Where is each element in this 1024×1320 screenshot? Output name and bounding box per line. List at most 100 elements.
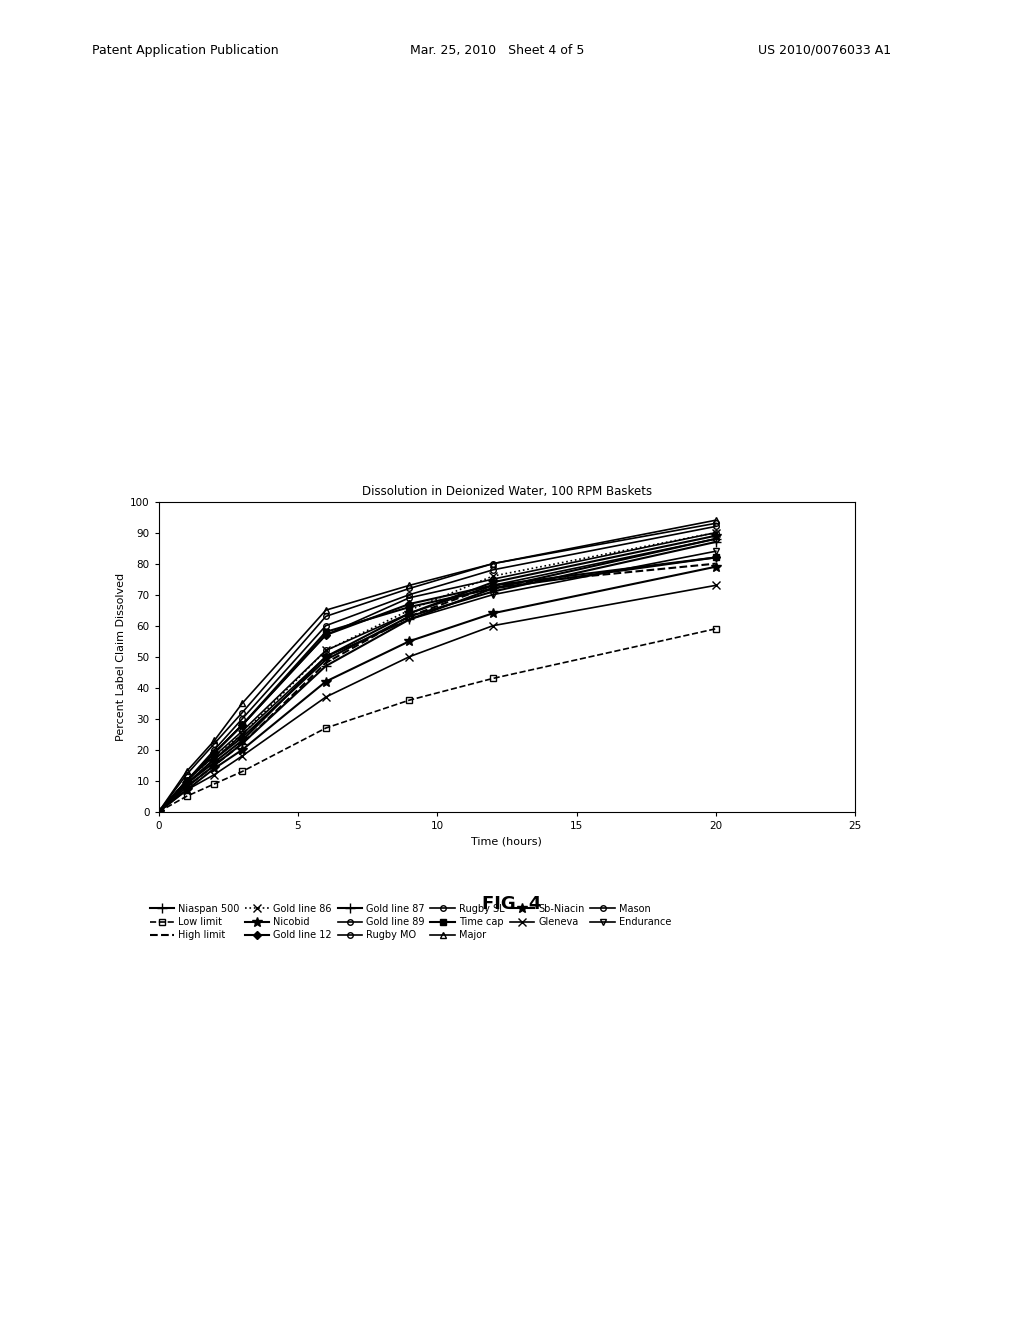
Low limit (486, 671, 499, 686)
Gold line 12 (208, 744, 220, 760)
Nicobid (486, 606, 499, 622)
Gold line 89 (208, 744, 220, 760)
Rugby MO (710, 519, 722, 535)
Line: Low limit: Low limit (156, 626, 719, 814)
Rugby MO (153, 804, 165, 820)
Line: Nicobid: Nicobid (154, 562, 721, 817)
Nicobid (208, 760, 220, 776)
Major (237, 696, 249, 711)
Gold line 86 (208, 748, 220, 764)
Major (403, 577, 416, 593)
Time cap (710, 549, 722, 565)
Rugby SL (237, 705, 249, 721)
Gold line 86 (319, 643, 332, 659)
Time cap (208, 744, 220, 760)
Endurance (319, 649, 332, 665)
Time cap (153, 804, 165, 820)
Gold line 87 (237, 730, 249, 746)
Nicobid (237, 742, 249, 758)
Low limit (153, 804, 165, 820)
Gleneva (208, 767, 220, 783)
Rugby MO (180, 772, 193, 788)
Gold line 86 (153, 804, 165, 820)
Sb-Niacin (208, 754, 220, 770)
Gold line 87 (710, 535, 722, 550)
Low limit (208, 776, 220, 792)
Gold line 86 (710, 524, 722, 541)
Gold line 87 (180, 776, 193, 792)
Niaspan 500 (180, 779, 193, 795)
Gold line 12 (403, 597, 416, 612)
Endurance (237, 726, 249, 742)
Gold line 12 (486, 577, 499, 593)
Niaspan 500 (208, 758, 220, 774)
Time cap (180, 772, 193, 788)
Line: Endurance: Endurance (156, 548, 719, 816)
Rugby MO (237, 710, 249, 726)
Gold line 12 (710, 549, 722, 565)
Niaspan 500 (710, 531, 722, 546)
Niaspan 500 (153, 804, 165, 820)
Text: FIG. 4: FIG. 4 (482, 895, 542, 913)
Gold line 86 (180, 772, 193, 788)
Line: Mason: Mason (156, 536, 719, 814)
Gold line 89 (319, 627, 332, 643)
Y-axis label: Percent Label Claim Dissolved: Percent Label Claim Dissolved (116, 573, 126, 741)
Gold line 87 (208, 751, 220, 767)
Sb-Niacin (710, 528, 722, 544)
Mason (319, 643, 332, 659)
Nicobid (180, 783, 193, 799)
Line: Gold line 12: Gold line 12 (156, 554, 719, 814)
Line: High limit: High limit (159, 564, 716, 812)
High limit (237, 735, 249, 751)
High limit (403, 609, 416, 624)
Gold line 86 (403, 602, 416, 618)
Rugby SL (153, 804, 165, 820)
Nicobid (710, 558, 722, 574)
Time cap (486, 581, 499, 597)
Mason (710, 531, 722, 546)
Endurance (486, 586, 499, 602)
Low limit (710, 620, 722, 636)
Gold line 87 (153, 804, 165, 820)
Major (180, 763, 193, 779)
Gold line 87 (486, 583, 499, 599)
Nicobid (319, 673, 332, 689)
Major (319, 602, 332, 618)
High limit (710, 556, 722, 572)
Text: Patent Application Publication: Patent Application Publication (92, 44, 279, 57)
Line: Sb-Niacin: Sb-Niacin (154, 531, 721, 817)
Gleneva (710, 577, 722, 593)
Rugby MO (319, 618, 332, 634)
Low limit (237, 763, 249, 779)
Gleneva (153, 804, 165, 820)
Rugby SL (710, 515, 722, 531)
Niaspan 500 (486, 581, 499, 597)
Title: Dissolution in Deionized Water, 100 RPM Baskets: Dissolution in Deionized Water, 100 RPM … (361, 484, 652, 498)
Line: Gleneva: Gleneva (155, 581, 720, 816)
Time cap (319, 624, 332, 640)
Gleneva (403, 649, 416, 665)
Gold line 87 (403, 609, 416, 624)
Sb-Niacin (403, 606, 416, 622)
Endurance (153, 804, 165, 820)
High limit (208, 758, 220, 774)
Mason (153, 804, 165, 820)
Rugby SL (403, 581, 416, 597)
Gold line 89 (180, 772, 193, 788)
X-axis label: Time (hours): Time (hours) (471, 837, 543, 846)
Gold line 87 (319, 652, 332, 668)
Time cap (237, 717, 249, 733)
Niaspan 500 (319, 659, 332, 675)
Gold line 12 (153, 804, 165, 820)
Text: US 2010/0076033 A1: US 2010/0076033 A1 (758, 44, 891, 57)
Text: Mar. 25, 2010   Sheet 4 of 5: Mar. 25, 2010 Sheet 4 of 5 (410, 44, 584, 57)
Gleneva (180, 783, 193, 799)
Gleneva (486, 618, 499, 634)
Gold line 89 (486, 572, 499, 587)
Niaspan 500 (403, 611, 416, 627)
Gold line 89 (237, 717, 249, 733)
Low limit (319, 721, 332, 737)
Gold line 89 (153, 804, 165, 820)
Niaspan 500 (237, 735, 249, 751)
